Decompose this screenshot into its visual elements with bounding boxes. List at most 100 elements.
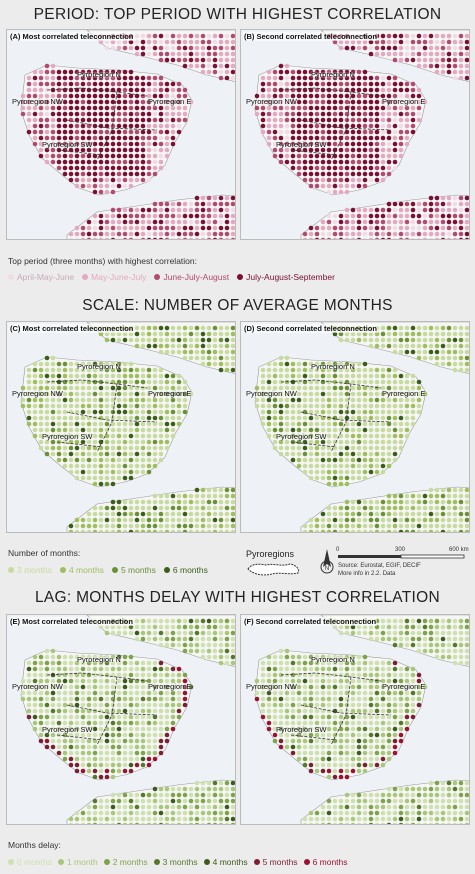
map-dot xyxy=(338,403,344,409)
map-dot xyxy=(128,822,134,824)
map-dot xyxy=(338,93,344,99)
map-dot xyxy=(320,397,326,403)
map-dot xyxy=(410,385,416,391)
map-dot xyxy=(194,816,200,822)
map-dot xyxy=(128,165,134,171)
map-dot xyxy=(128,672,134,678)
map-dot xyxy=(98,720,104,726)
map-dot xyxy=(332,475,338,481)
map-dot xyxy=(386,415,392,421)
map-dot xyxy=(434,33,440,39)
map-dot xyxy=(98,678,104,684)
map-dot xyxy=(356,153,362,159)
map-dot xyxy=(218,654,224,660)
map-dot xyxy=(176,225,182,231)
map-dot xyxy=(170,207,176,213)
map-dot xyxy=(92,147,98,153)
map-dot xyxy=(170,111,176,117)
map-dot xyxy=(362,391,368,397)
map-dot xyxy=(116,505,122,511)
map-dot xyxy=(128,696,134,702)
map-dot xyxy=(296,750,302,756)
map-dot xyxy=(350,165,356,171)
map-dot xyxy=(116,451,122,457)
map-dot xyxy=(374,415,380,421)
region-sw-label: Pyroregion SW xyxy=(42,140,93,149)
map-dot xyxy=(32,409,38,415)
map-dot xyxy=(122,756,128,762)
map-dot xyxy=(110,147,116,153)
map-dot xyxy=(92,427,98,433)
map-dot xyxy=(302,403,308,409)
map-dot xyxy=(176,624,182,630)
map-dot xyxy=(374,403,380,409)
map-dot xyxy=(416,517,422,523)
map-dot xyxy=(86,517,92,523)
map-dot xyxy=(92,87,98,93)
map-dot xyxy=(272,690,278,696)
map-dot xyxy=(152,337,158,343)
map-dot xyxy=(272,123,278,129)
map-dot xyxy=(416,499,422,505)
map-dot xyxy=(386,708,392,714)
map-dot xyxy=(62,141,68,147)
map-dot xyxy=(56,391,62,397)
map-dot xyxy=(74,690,80,696)
map-dot xyxy=(428,349,434,355)
map-dot xyxy=(422,822,428,824)
map-dot xyxy=(380,409,386,415)
map-dot xyxy=(452,225,458,231)
map-dot xyxy=(368,630,374,636)
map-dot xyxy=(446,822,452,824)
map-dot xyxy=(104,93,110,99)
map-dot xyxy=(218,207,224,213)
map-dot xyxy=(326,469,332,475)
map-dot xyxy=(272,654,278,660)
map-dot xyxy=(224,654,230,660)
map-dot xyxy=(464,517,469,523)
map-dot xyxy=(314,361,320,367)
map-dot xyxy=(122,207,128,213)
map-dot xyxy=(140,117,146,123)
map-dot xyxy=(428,624,434,630)
map-dot xyxy=(440,337,446,343)
map-dot xyxy=(386,105,392,111)
map-dot xyxy=(128,183,134,189)
map-dot xyxy=(80,762,86,768)
region-nw-label: Pyroregion NW xyxy=(12,682,63,691)
map-dot xyxy=(266,660,272,666)
map-dot xyxy=(416,105,422,111)
map-dot xyxy=(386,379,392,385)
map-dot xyxy=(464,225,469,231)
map-dot xyxy=(128,385,134,391)
map-dot xyxy=(152,201,158,207)
map-dot xyxy=(110,511,116,517)
map-dot xyxy=(392,373,398,379)
map-dot xyxy=(416,804,422,810)
map-dot xyxy=(146,385,152,391)
map-dot xyxy=(374,750,380,756)
map-dot xyxy=(404,636,410,642)
map-dot xyxy=(122,499,128,505)
map-dot xyxy=(68,714,74,720)
map-dot xyxy=(290,123,296,129)
map-dot xyxy=(80,421,86,427)
map-dot xyxy=(356,708,362,714)
map-dot xyxy=(458,786,464,792)
map-dot xyxy=(308,225,314,231)
map-dot xyxy=(62,129,68,135)
map-dot xyxy=(32,141,38,147)
map-dot xyxy=(62,690,68,696)
map-dot xyxy=(80,81,86,87)
map-dot xyxy=(182,690,188,696)
map-dot xyxy=(68,93,74,99)
map-dot xyxy=(320,816,326,822)
map-dot xyxy=(86,451,92,457)
map-dot xyxy=(26,660,32,666)
map-dot xyxy=(104,445,110,451)
map-dot xyxy=(338,630,344,636)
map-dot xyxy=(152,237,158,239)
map-dot xyxy=(278,135,284,141)
map-dot xyxy=(392,415,398,421)
map-dot xyxy=(104,630,110,636)
